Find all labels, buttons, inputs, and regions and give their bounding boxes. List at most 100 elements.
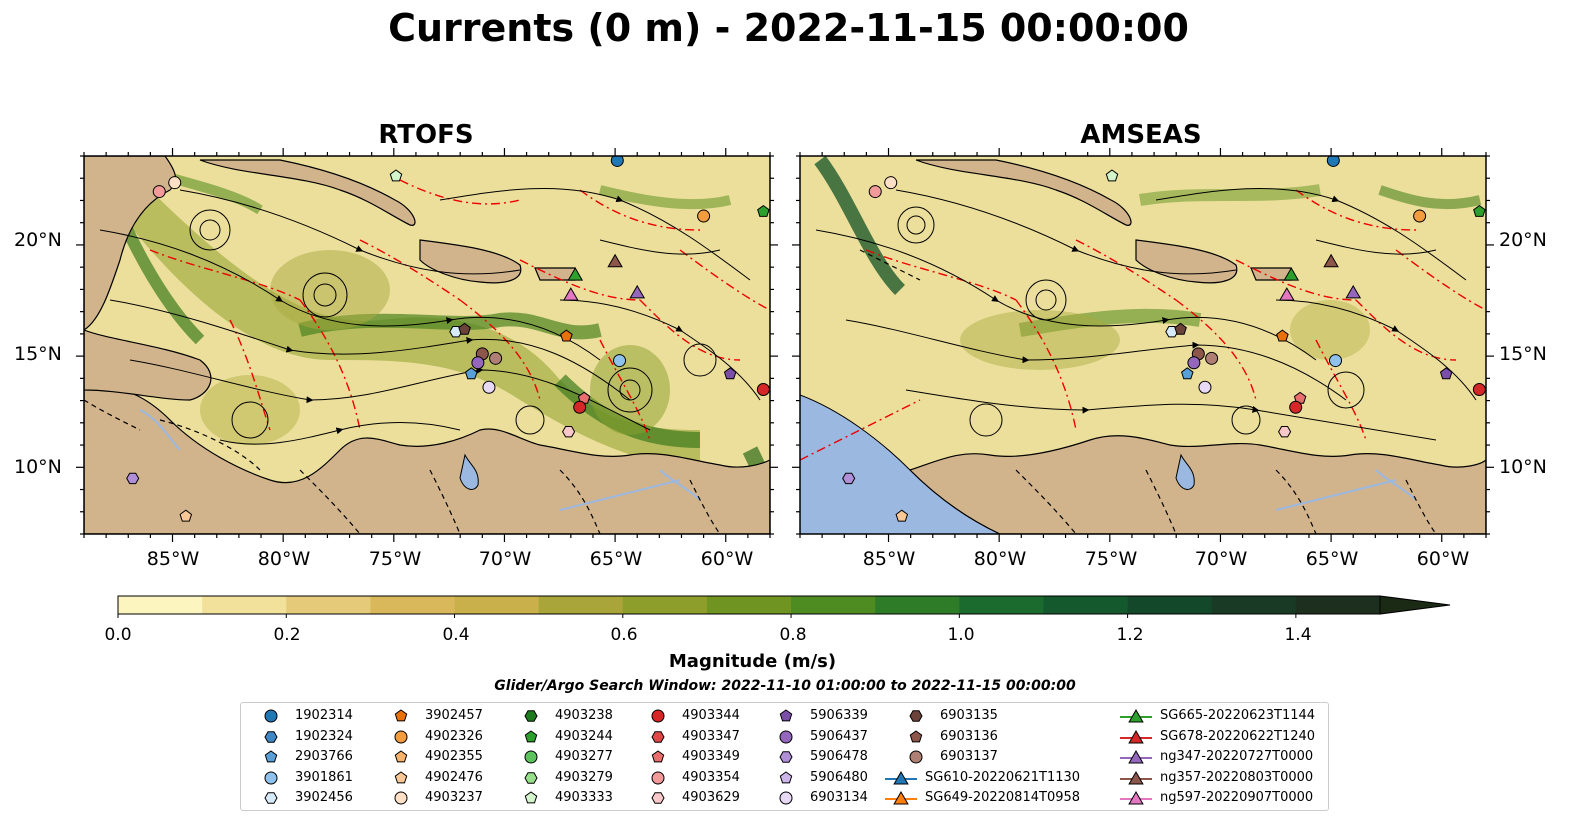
legend-label: 4903349 (682, 749, 740, 764)
observation-marker (629, 284, 646, 299)
legend-label: 5906478 (810, 749, 868, 764)
observation-marker (560, 329, 573, 342)
observation-marker (1323, 253, 1339, 268)
lat-label-15-left: 15°N (14, 343, 62, 365)
lon-label-75-left: 75°W (368, 548, 422, 570)
lon-label-65-left: 65°W (589, 548, 643, 570)
observation-marker (1283, 267, 1300, 281)
legend-marker (909, 729, 923, 742)
observation-marker (471, 356, 485, 370)
legend-label: 4902355 (425, 749, 483, 764)
observation-marker (1279, 287, 1295, 301)
legend-marker (779, 791, 793, 805)
search-window-caption: Glider/Argo Search Window: 2022-11-10 01… (494, 678, 1076, 694)
panel-title-amseas: AMSEAS (1080, 120, 1202, 150)
observation-marker (1472, 382, 1486, 396)
legend-marker (1120, 749, 1152, 764)
lon-label-60-right: 60°W (1416, 548, 1470, 570)
legend-marker (1120, 729, 1152, 743)
observation-marker (1165, 326, 1179, 338)
legend-label: 5906480 (810, 769, 868, 785)
observation-marker (842, 472, 856, 485)
lat-label-10-left: 10°N (14, 456, 62, 478)
legend-label: 4903354 (682, 769, 740, 785)
colorbar-segment (959, 596, 1044, 614)
observation-marker (723, 367, 737, 380)
streamlines (99, 187, 761, 445)
observation-marker (697, 209, 711, 223)
colorbar-segment (1295, 596, 1381, 614)
observation-marker (895, 509, 909, 522)
legend-label: 4902476 (425, 769, 483, 785)
legend-marker (651, 792, 665, 804)
legend-marker (524, 771, 538, 784)
colorbar-segment (118, 596, 203, 614)
observation-marker (152, 185, 166, 199)
observation-marker (458, 322, 471, 335)
legend-label: ng597-20220907T0000 (1160, 790, 1314, 805)
colorbar-segment (1211, 596, 1297, 614)
legend-marker (264, 792, 278, 804)
legend-marker (651, 750, 665, 763)
legend-marker (1120, 770, 1152, 784)
observation-marker (179, 509, 193, 522)
observation-marker (1326, 156, 1340, 167)
streamlines (815, 187, 1477, 441)
legend-marker (885, 770, 917, 784)
lon-label-80-right: 80°W (973, 548, 1027, 570)
legend-marker (524, 729, 538, 742)
colorbar-segment (1043, 596, 1129, 614)
legend-label: SG649-20220814T0958 (925, 790, 1081, 805)
legend-label: 3901861 (295, 769, 353, 785)
lat-label-15-right: 15°N (1499, 343, 1547, 365)
observation-marker (1473, 204, 1486, 217)
observation-marker (1413, 209, 1427, 223)
legend-label: 1902324 (295, 728, 353, 744)
legend-label: 6903136 (940, 728, 998, 744)
legend-marker (885, 790, 917, 805)
legend-marker (524, 791, 538, 804)
colorbar-tick-0: 0.0 (104, 625, 132, 645)
observation-marker (613, 354, 627, 368)
observation-marker (126, 472, 140, 485)
colorbar-segment (538, 596, 624, 614)
colorbar-tick-4: 0.8 (779, 625, 807, 645)
panel-title-rtofs: RTOFS (378, 120, 474, 150)
legend-label: 1902314 (295, 708, 353, 723)
colorbar-segment (370, 596, 456, 614)
colorbar (117, 595, 1451, 618)
observation-marker (1289, 400, 1303, 414)
observation-marker (168, 176, 182, 190)
map-panel-rtofs (84, 156, 770, 534)
observation-marker (868, 185, 882, 199)
legend-marker (264, 730, 278, 743)
colorbar-segment (454, 596, 540, 614)
observation-marker (1198, 380, 1212, 394)
observation-marker (1105, 169, 1119, 182)
legend-marker (651, 771, 665, 784)
observation-marker (610, 156, 624, 167)
observation-marker (1345, 284, 1362, 299)
legend-marker (779, 770, 793, 783)
observation-markers-amseas (842, 156, 1486, 522)
lon-label-60-left: 60°W (700, 548, 754, 570)
colorbar-segment (202, 596, 287, 614)
lon-label-70-right: 70°W (1194, 548, 1248, 570)
legend-label: 6903134 (810, 790, 868, 805)
legend-marker (779, 730, 793, 743)
map-figure (76, 148, 1494, 542)
legend-marker (779, 751, 793, 763)
colorbar-segment (1127, 596, 1213, 614)
lon-label-85-right: 85°W (862, 548, 916, 570)
legend-label: 4903629 (682, 790, 740, 805)
legend-marker (394, 750, 408, 763)
colorbar-tick-3: 0.6 (610, 625, 638, 645)
legend-label: 3902456 (295, 790, 353, 805)
lat-label-20-left: 20°N (14, 229, 62, 251)
colorbar-segment (622, 596, 708, 614)
observation-marker (1276, 329, 1289, 342)
observation-marker (884, 176, 898, 190)
colorbar-segment (286, 596, 371, 614)
lon-label-75-right: 75°W (1084, 548, 1138, 570)
legend-label: ng357-20220803T0000 (1160, 769, 1314, 785)
